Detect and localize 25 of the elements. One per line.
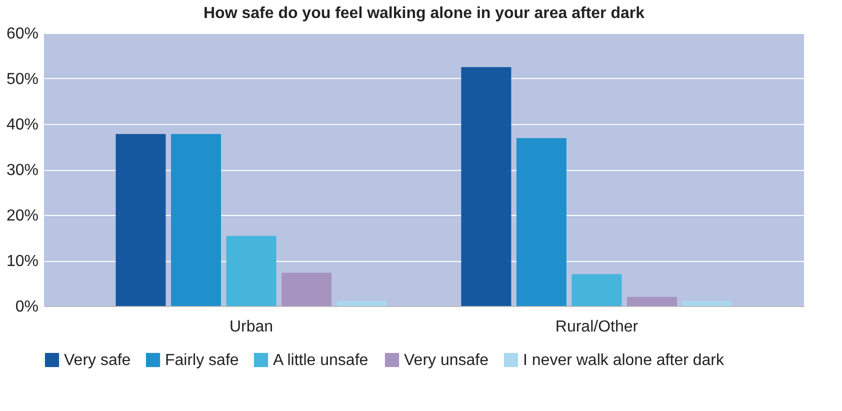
x-tick-label: Rural/Other [555,318,639,336]
legend-label: A little unsafe [273,352,368,369]
y-tick-label: 20% [6,208,38,224]
legend-label: Fairly safe [165,352,239,369]
y-tick-label: 40% [6,116,38,134]
legend-label: I never walk alone after dark [523,352,725,369]
y-tick-label: 10% [6,253,38,270]
bar [226,236,276,306]
bar [627,296,677,306]
bar [461,67,512,306]
chart-title: How safe do you feel walking alone in your area after dark [203,5,645,22]
x-tick-label: Urban [229,318,274,336]
y-tick-label: 0% [15,298,38,316]
y-tick-label: 60% [6,26,38,42]
bar [116,134,166,306]
bar [282,272,332,306]
legend-label: Very safe [64,352,131,369]
bar [682,300,732,306]
bar [336,300,387,306]
bar [171,134,221,306]
legend-label: Very unsafe [404,352,489,369]
y-tick-label: 50% [6,71,38,88]
bar [516,138,566,306]
bar [572,274,622,306]
y-tick-label: 30% [6,162,38,179]
